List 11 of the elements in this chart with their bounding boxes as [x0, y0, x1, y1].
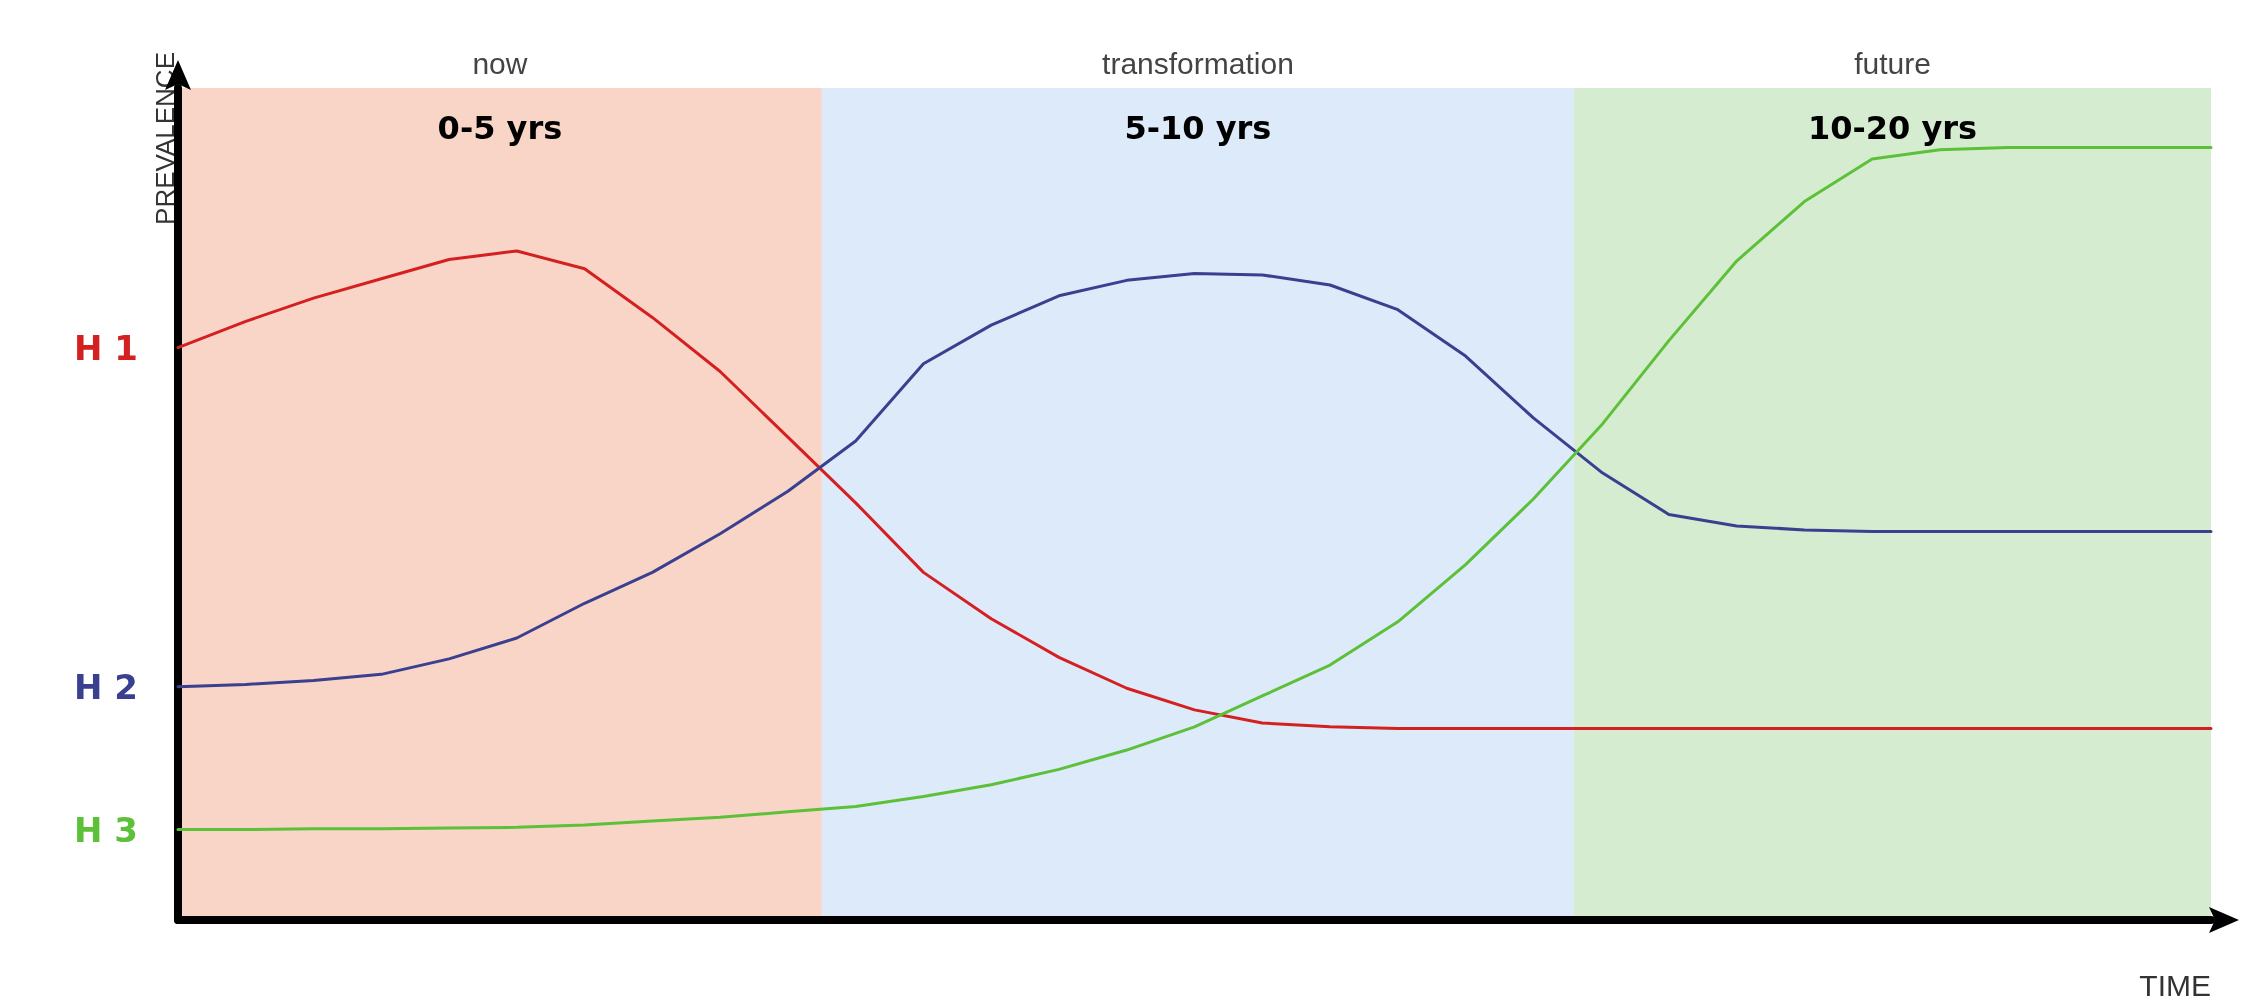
text: 10-20 yrs	[1807, 109, 1978, 147]
text: now	[472, 46, 528, 80]
text: future	[1854, 46, 1931, 80]
series-label: H 1	[74, 327, 138, 368]
text: transformation	[1102, 46, 1294, 80]
text: 5-10 yrs	[1124, 109, 1272, 147]
y-axis-title: PREVALENCE	[150, 52, 180, 225]
series-label: H 2	[74, 666, 138, 707]
x-axis-title: TIME	[2139, 968, 2211, 1002]
series-label: H 3	[74, 809, 138, 850]
text: 0-5 yrs	[437, 109, 563, 147]
